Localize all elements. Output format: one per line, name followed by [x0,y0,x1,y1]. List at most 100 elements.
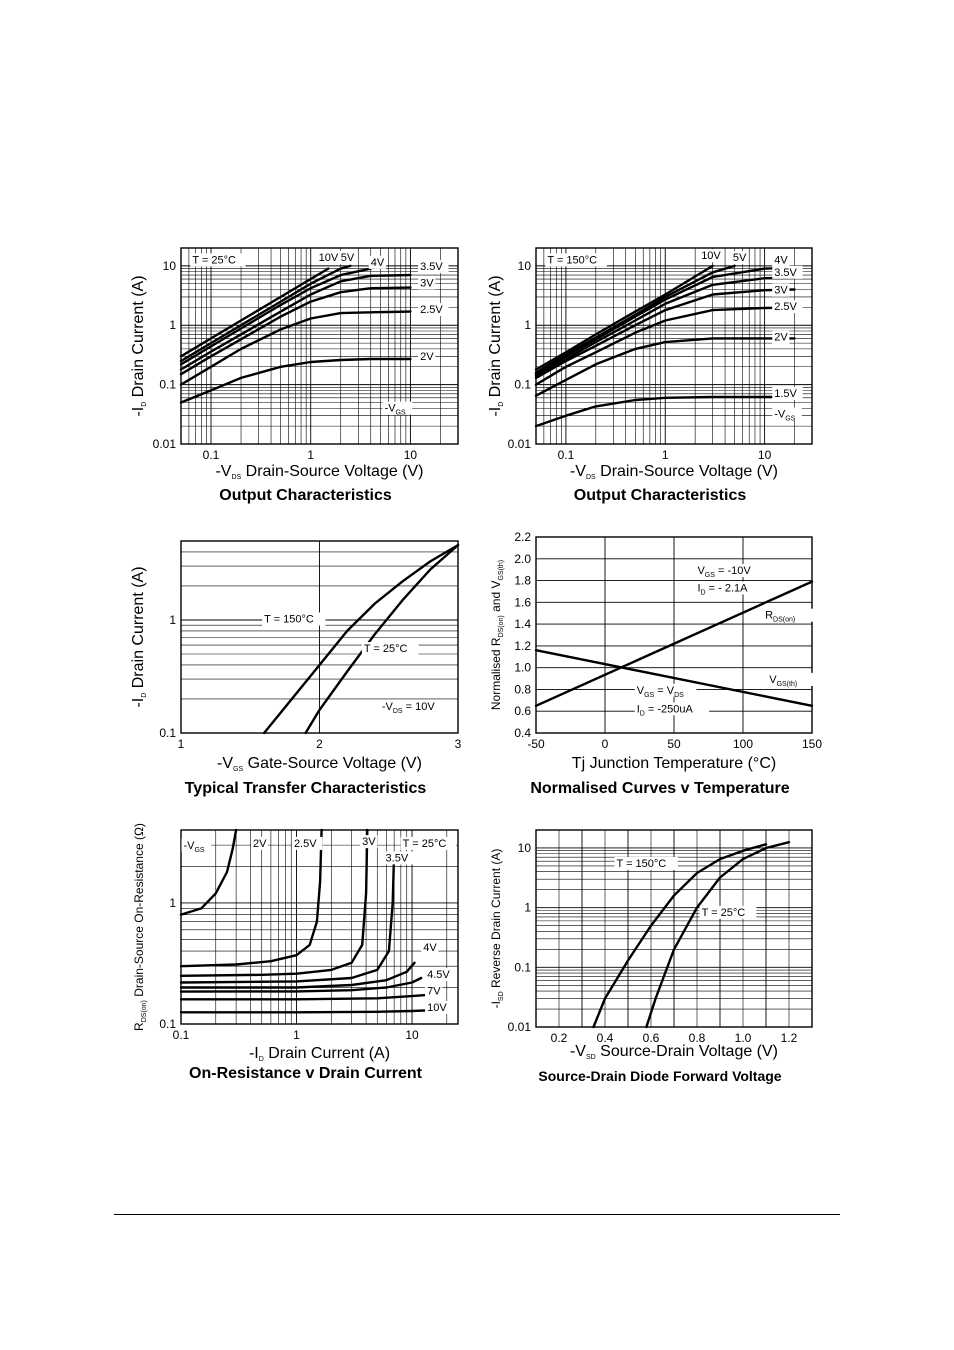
y-tick-label: 1.4 [514,617,531,631]
series-label: 3V [420,277,434,289]
series-label: 2.5V [420,304,443,316]
series-line [179,993,434,1001]
annotation: VGS​ = VDS​ [637,685,684,699]
series-label: 5V [733,252,747,264]
series-label: 4V [371,257,385,269]
y-axis-label: -ID​ Drain Current (A) [130,275,148,416]
y-axis-label: -ID​ Drain Current (A) [130,566,148,707]
series-label: T = 150°C [617,858,667,870]
series-line [179,976,423,993]
series-label-bg [772,300,803,314]
y-axis-label: -ISD​ Reverse Drain Current (A) [489,849,505,1009]
y-tick-label: 0.1 [159,378,176,392]
series-label-bg [383,851,414,865]
chart-title: Normalised Curves v Temperature [530,780,789,797]
series-label-bg [425,967,456,981]
plot-frame [535,247,813,445]
annotation-bg [634,702,710,716]
series-label: VGS(th)​ [769,674,797,688]
x-tick-label: 10 [404,448,418,462]
x-tick-label: 0 [602,737,609,751]
series-label-bg [767,672,818,686]
series-label-bg [250,836,269,850]
x-tick-label: 0.1 [173,1028,190,1042]
footer-rule [114,1214,840,1215]
annotation-bg [379,699,448,713]
x-tick-label: -50 [527,737,545,751]
x-axis-label: -VGS​ Gate-Source Voltage (V) [217,755,422,773]
series-line [179,267,372,366]
y-tick-label: 2.0 [514,552,531,566]
series-label-bg [418,260,449,274]
x-axis-label: -VDS​ Drain-Source Voltage (V) [215,463,423,481]
series-label-bg [614,856,678,870]
chart-6: 0.2 0.4 0.6 0.8 1.0 1.2 0.01 0.1 1 10 T = 150°C T =… [489,829,813,1084]
series-label: T = 150°C [264,614,314,626]
annotation-bg [545,253,607,267]
annotation: T = 25°C [403,838,447,850]
plot-frame [535,829,813,1028]
series-line [592,843,768,1029]
y-tick-label: 10 [518,259,532,273]
series-label-bg [425,984,443,998]
plot-frame [180,247,459,445]
x-axis-label: Tj Junction Temperature (°C) [572,755,776,772]
plot-frame [180,829,459,1025]
series-label: T = 25°C [364,643,408,655]
x-axis-label: -VDS​ Drain-Source Voltage (V) [570,463,778,481]
series-line [179,267,330,358]
series-label: 2.5V [774,301,797,313]
annotation: -VDS​ = 10V [382,701,436,715]
chart-title: Output Characteristics [574,487,747,504]
series-label-bg [699,249,723,263]
series-label-bg [772,386,803,400]
series-label-bg [730,251,749,265]
x-axis-label: -VSD​ Source-Drain Voltage (V) [570,1043,778,1061]
series-label-bg [772,253,790,267]
series-label: 10V [427,1002,447,1014]
series-label: 2.5V [294,838,317,850]
plot-frame [535,536,813,734]
x-tick-label: 1 [293,1028,300,1042]
x-tick-label: 10 [405,1028,419,1042]
annotation: -VGS​ [183,840,204,854]
series-label: 3V [774,285,788,297]
chart-5: 0.1 1 10 0.1 1 2V 2.5V 3V 3.5V 4V 4.5V 7V 10V -VGS​ T … [132,823,459,1082]
chart-4: -50 0 50 100 150 0.4 0.6 0.8 1.0 1.2 1.4 1.6 1.8 2.0 2… [489,530,822,797]
y-tick-label: 0.01 [508,1020,532,1034]
y-tick-label: 0.6 [514,704,531,718]
series-label: 10V [319,252,339,264]
y-axis-label: Normalised RDS(on)​ and VGS(th)​ [489,560,505,710]
x-tick-label: 3 [455,737,462,751]
chart-title: Typical Transfer Characteristics [185,780,427,797]
x-tick-label: 1 [662,448,669,462]
series-line [179,828,238,916]
y-tick-label: 1 [524,901,531,915]
series-label: 3.5V [386,852,409,864]
annotation: -VGS​ [385,403,406,417]
series-line [534,395,796,428]
series-line [534,264,714,371]
series-label: RDS(on)​ [765,610,795,624]
series-label-bg [361,642,419,656]
series-line [179,961,416,989]
annotation-bg [400,836,456,850]
y-tick-label: 1.8 [514,574,531,588]
annotation-bg [634,683,697,697]
x-tick-label: 1.2 [781,1031,798,1045]
series-label-bg [772,330,790,344]
y-tick-label: 1 [169,613,176,627]
series-label: 4V [774,254,788,266]
series-label-bg [772,265,803,279]
series-label: 3.5V [420,261,443,273]
series-line [645,841,791,1029]
series-label-bg [421,941,439,955]
series-line [534,288,796,380]
x-tick-label: 10 [758,448,772,462]
chart-title: On-Resistance v Drain Current [189,1065,423,1082]
series-label: 5V [341,252,355,264]
y-axis-label: -ID​ Drain Current (A) [487,275,505,416]
series-label: 3.5V [774,267,797,279]
series-label-bg [418,349,436,363]
series-label: 2V [774,332,788,344]
